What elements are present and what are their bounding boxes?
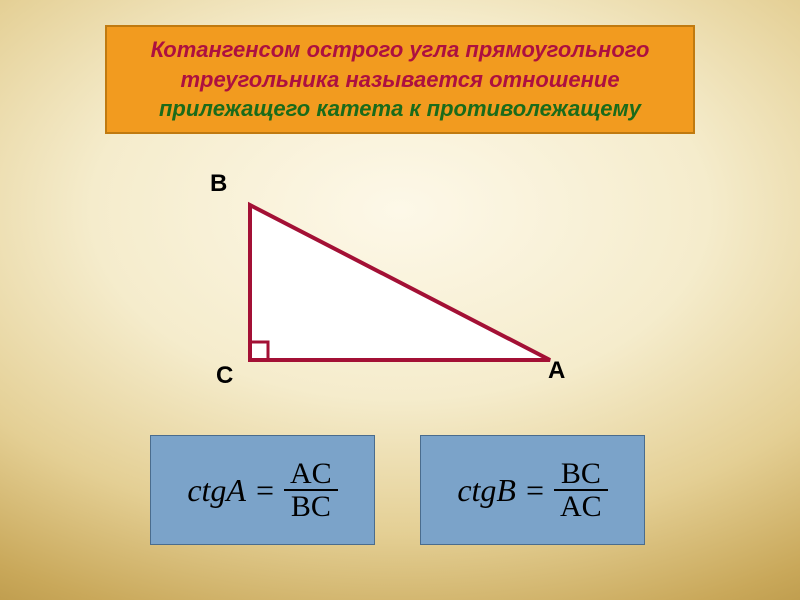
definition-line-2: треугольника называется отношение — [119, 65, 681, 95]
formula-a-fraction: AC BC — [284, 458, 338, 523]
formula-b-denominator: AC — [554, 491, 608, 523]
formula-a-numerator: AC — [284, 458, 338, 490]
vertex-label-b: B — [210, 170, 227, 198]
formula-b-fraction: BC AC — [554, 458, 608, 523]
vertex-label-c: C — [216, 362, 233, 390]
definition-line-1: Котангенсом острого угла прямоугольного — [119, 35, 681, 65]
vertex-label-a: A — [548, 357, 565, 385]
formula-ctg-b: ctgB = BC AC — [457, 458, 607, 523]
formula-a-denominator: BC — [285, 491, 337, 523]
formula-box-ctg-a: ctgA = AC BC — [150, 435, 375, 545]
formula-ctg-a: ctgA = AC BC — [187, 458, 337, 523]
formula-box-ctg-b: ctgB = BC AC — [420, 435, 645, 545]
equals-sign: = — [520, 472, 550, 509]
triangle-diagram — [210, 180, 590, 400]
formula-b-numerator: BC — [555, 458, 607, 490]
definition-box: Котангенсом острого угла прямоугольного … — [105, 25, 695, 134]
formula-a-fn: ctgA — [187, 472, 246, 509]
definition-line-3: прилежащего катета к противолежащему — [119, 94, 681, 124]
formula-b-fn: ctgB — [457, 472, 516, 509]
triangle-svg — [210, 180, 590, 400]
equals-sign: = — [250, 472, 280, 509]
triangle-shape — [250, 205, 550, 360]
